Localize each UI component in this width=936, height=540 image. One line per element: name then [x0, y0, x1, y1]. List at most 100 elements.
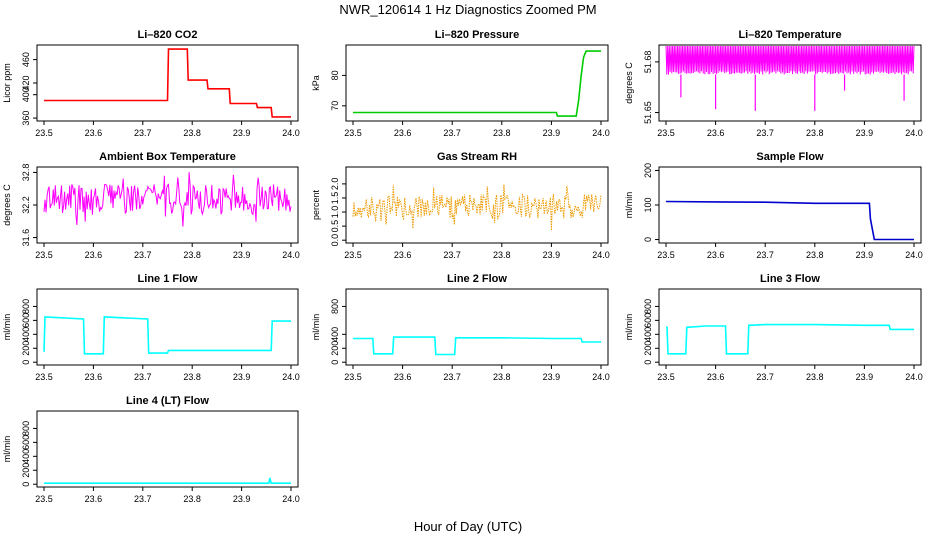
plot-frame	[36, 410, 299, 488]
y-axis-label: degrees C	[2, 184, 12, 226]
plot-area	[43, 316, 291, 355]
x-tick-label: 24.0	[282, 128, 300, 138]
plot-frame	[36, 288, 299, 366]
x-tick-label: 24.0	[282, 372, 300, 382]
x-tick-label: 23.8	[183, 128, 201, 138]
y-axis-label: ml/min	[624, 192, 634, 219]
y-tick-label: 200	[21, 463, 31, 478]
y-tick-label: 600	[643, 313, 653, 328]
y-axis-label: percent	[311, 189, 321, 220]
x-tick-label: 23.9	[543, 372, 561, 382]
plot-area	[352, 184, 602, 231]
panel-2: Li–820 Pressure kPa 23.5 23.6 23.7 23.8 23.9 24…	[311, 29, 610, 138]
y-tick-label: 800	[643, 299, 653, 314]
y-tick-label: 400	[330, 327, 340, 342]
y-tick-label: 600	[21, 313, 31, 328]
series-line	[353, 336, 601, 356]
plot-frame	[345, 44, 609, 122]
x-tick-label: 24.0	[592, 372, 610, 382]
plot-area	[44, 477, 291, 484]
y-tick-label: 200	[643, 341, 653, 356]
y-tick-label: 460	[21, 52, 31, 67]
x-tick-label: 23.9	[233, 250, 251, 260]
panel-9: Line 3 Flow ml/min 23.5 23.6 23.7 23.8 23.9 24.…	[624, 273, 923, 382]
x-tick-label: 24.0	[282, 494, 300, 504]
series-line	[666, 323, 914, 355]
y-tick-label: 80	[330, 70, 340, 80]
plot-area	[353, 50, 601, 117]
figure-x-axis-label: Hour of Day (UTC)	[414, 519, 522, 534]
y-tick-label: 31.6	[21, 229, 31, 247]
series-line	[353, 50, 601, 117]
y-tick-label: 360	[21, 111, 31, 126]
y-tick-label: 0.0	[330, 234, 340, 247]
x-tick-label: 23.5	[344, 372, 362, 382]
panel-1: Li–820 CO2 Licor ppm 23.5 23.6 23.7 23.8 23.9 2…	[2, 29, 300, 138]
series-line	[44, 48, 291, 118]
plot-area	[353, 336, 601, 356]
x-tick-label: 23.6	[707, 250, 725, 260]
x-tick-label: 23.9	[233, 372, 251, 382]
x-tick-label: 23.8	[493, 250, 511, 260]
x-tick-label: 23.6	[85, 250, 103, 260]
y-axis-label: ml/min	[2, 436, 12, 463]
y-axis-label: kPa	[311, 75, 321, 91]
x-tick-label: 23.7	[134, 372, 152, 382]
x-tick-label: 23.9	[543, 128, 561, 138]
x-tick-label: 23.6	[394, 250, 412, 260]
x-tick-label: 23.9	[856, 250, 874, 260]
series-line	[43, 172, 292, 227]
x-tick-label: 24.0	[592, 250, 610, 260]
y-axis-label: Licor ppm	[2, 63, 12, 103]
x-tick-label: 23.8	[493, 372, 511, 382]
y-axis-label: ml/min	[624, 314, 634, 341]
y-tick-label: 200	[330, 341, 340, 356]
panel-10: Line 4 (LT) Flow ml/min 23.5 23.6 23.7 23.8 23…	[2, 395, 300, 504]
x-tick-label: 23.6	[394, 372, 412, 382]
y-tick-label: 0	[330, 360, 340, 365]
y-tick-label: 0	[643, 237, 653, 242]
x-tick-label: 23.7	[756, 372, 774, 382]
panel-title: Line 2 Flow	[447, 273, 507, 285]
panels-group: Li–820 CO2 Licor ppm 23.5 23.6 23.7 23.8 23.9 2…	[2, 29, 923, 504]
x-tick-label: 23.7	[443, 128, 461, 138]
x-tick-label: 23.8	[806, 372, 824, 382]
x-tick-label: 23.6	[85, 494, 103, 504]
x-tick-label: 23.8	[806, 128, 824, 138]
panel-title: Line 4 (LT) Flow	[126, 395, 209, 407]
x-tick-label: 23.9	[543, 250, 561, 260]
x-tick-label: 23.5	[35, 250, 53, 260]
series-band	[665, 46, 915, 75]
x-tick-label: 23.5	[35, 128, 53, 138]
x-tick-label: 23.9	[856, 372, 874, 382]
panel-4: Ambient Box Temperature degrees C 23.5 23.6…	[2, 151, 300, 260]
x-tick-label: 24.0	[282, 250, 300, 260]
x-tick-label: 23.6	[707, 128, 725, 138]
y-tick-label: 51.68	[643, 51, 653, 74]
plot-area	[665, 46, 915, 111]
x-tick-label: 24.0	[592, 128, 610, 138]
y-axis-label: ml/min	[311, 314, 321, 341]
series-line	[43, 316, 291, 355]
x-tick-label: 23.9	[856, 128, 874, 138]
y-tick-label: 100	[643, 197, 653, 212]
plot-area	[43, 172, 292, 227]
y-axis-label: ml/min	[2, 314, 12, 341]
x-tick-label: 23.7	[443, 372, 461, 382]
y-tick-label: 400	[21, 327, 31, 342]
panel-title: Li–820 Temperature	[738, 29, 841, 41]
y-tick-label: 200	[21, 341, 31, 356]
figure-title: NWR_120614 1 Hz Diagnostics Zoomed PM	[339, 2, 596, 17]
y-tick-label: 1.5	[330, 192, 340, 205]
y-tick-label: 600	[21, 435, 31, 450]
x-tick-label: 23.8	[183, 372, 201, 382]
x-tick-label: 23.7	[134, 494, 152, 504]
x-tick-label: 23.7	[756, 128, 774, 138]
x-tick-label: 23.6	[85, 128, 103, 138]
y-axis-label: degrees C	[624, 62, 634, 104]
plot-area	[666, 323, 914, 355]
plot-frame	[345, 288, 609, 366]
x-tick-label: 23.7	[443, 250, 461, 260]
y-tick-label: 800	[21, 421, 31, 436]
panel-5: Gas Stream RH percent 23.5 23.6 23.7 23.8 23.9…	[311, 151, 610, 260]
